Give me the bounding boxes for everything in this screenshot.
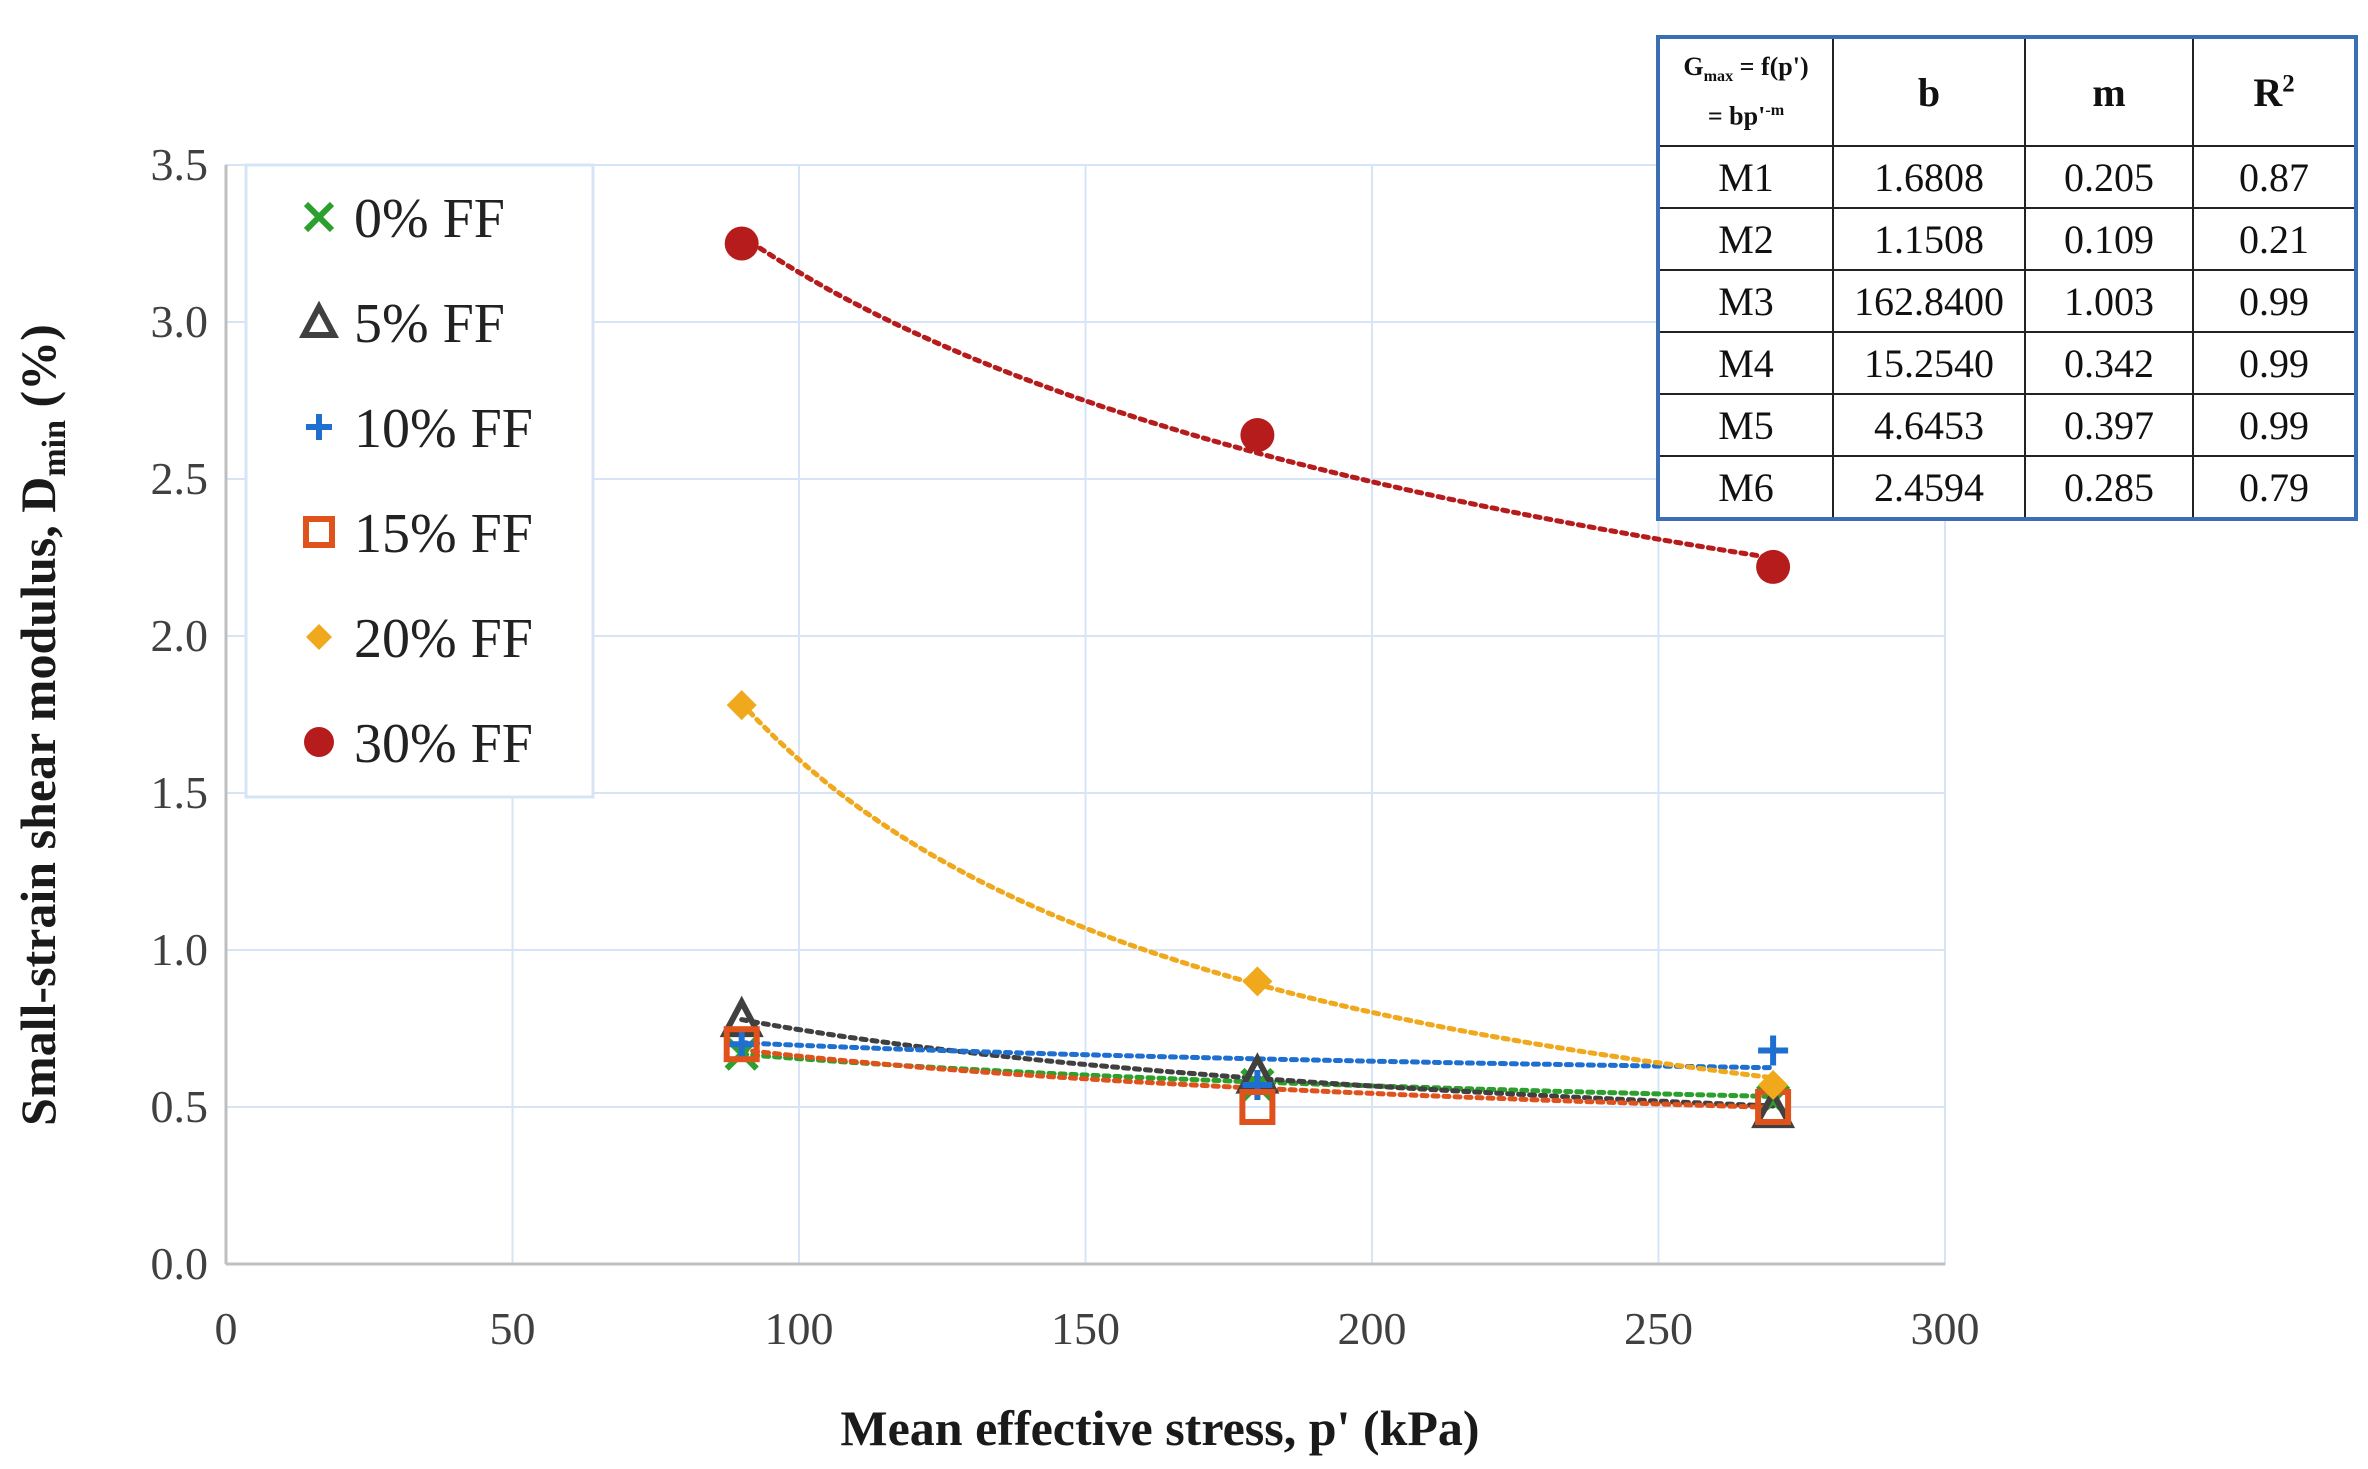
model-cell: M6 <box>1657 455 1834 520</box>
m-cell: 0.109 <box>2024 207 2194 271</box>
r2-cell: 0.99 <box>2192 331 2357 395</box>
m-cell: 0.285 <box>2024 455 2194 520</box>
data-point-10-ff <box>726 1029 757 1060</box>
x-tick-label: 300 <box>1911 1303 1980 1354</box>
fit-equation-header: Gmax = f(p') = bp'-m <box>1657 36 1834 147</box>
x-tick-label: 250 <box>1624 1303 1693 1354</box>
r2-cell: 0.99 <box>2192 269 2357 333</box>
legend-marker-15-ff <box>303 516 335 548</box>
data-point-30-ff <box>724 226 759 261</box>
table-row: M2 1.1508 0.109 0.21 <box>1657 207 2357 271</box>
m-column-header: m <box>2024 36 2194 147</box>
x-tick-label: 150 <box>1051 1303 1120 1354</box>
legend-label: 0% FF <box>354 188 505 250</box>
y-axis-title-subscript: min <box>36 420 73 477</box>
r2-column-header: R2 <box>2192 36 2357 147</box>
table-row: M6 2.4594 0.285 0.79 <box>1657 455 2357 520</box>
r2-cell: 0.21 <box>2192 207 2357 271</box>
table-row: M3 162.8400 1.003 0.99 <box>1657 269 2357 333</box>
y-tick-label: 3.0 <box>151 296 209 347</box>
model-cell: M1 <box>1657 145 1834 209</box>
legend-label: 15% FF <box>354 503 533 565</box>
legend-marker-5-ff <box>298 300 340 338</box>
b-cell: 1.1508 <box>1832 207 2026 271</box>
data-point-30-ff <box>1240 418 1275 453</box>
r2-label: R <box>2253 69 2283 115</box>
b-cell: 162.8400 <box>1832 269 2026 333</box>
b-cell: 2.4594 <box>1832 455 2026 520</box>
y-tick-label: 2.5 <box>151 453 209 504</box>
m-cell: 0.397 <box>2024 393 2194 457</box>
b-cell: 15.2540 <box>1832 331 2026 395</box>
y-tick-label: 2.0 <box>151 610 209 661</box>
model-cell: M4 <box>1657 331 1834 395</box>
legend-marker-30-ff <box>304 727 334 757</box>
data-point-10-ff <box>1242 1070 1273 1101</box>
model-cell: M5 <box>1657 393 1834 457</box>
eqn-g-label: G <box>1683 52 1704 82</box>
r2-cell: 0.79 <box>2192 455 2357 520</box>
data-point-5-ff <box>1751 1086 1796 1129</box>
data-point-20-ff <box>726 690 757 721</box>
fit-table-header-row: Gmax = f(p') = bp'-m b m R2 <box>1657 36 2357 147</box>
eqn-power-label: = bp' <box>1707 101 1766 131</box>
trendline-30-ff <box>739 233 1776 561</box>
y-tick-label: 3.5 <box>151 139 209 190</box>
y-axis-title: Small-strain shear modulus, Dmin (%) <box>10 324 73 1126</box>
legend-label: 5% FF <box>354 293 505 355</box>
legend-label: 10% FF <box>354 398 533 460</box>
r2-cell: 0.87 <box>2192 145 2357 209</box>
data-points <box>719 226 1796 1129</box>
x-tick-label: 50 <box>490 1303 536 1354</box>
y-tick-label: 1.5 <box>151 767 209 818</box>
tick-labels: 0.0 0.5 1.0 1.5 2.0 2.5 3.0 3.5 0 50 100 150 200 250 3… <box>151 139 1980 1354</box>
b-cell: 4.6453 <box>1832 393 2026 457</box>
legend-box <box>244 163 595 799</box>
y-axis-title-unit: (%) <box>10 324 66 420</box>
b-cell: 1.6808 <box>1832 145 2026 209</box>
legend: 0% FF 5% FF 10% FF 15% FF 20% FF 30% FF <box>244 163 595 799</box>
legend-marker-20-ff <box>306 624 332 650</box>
y-tick-label: 0.5 <box>151 1081 209 1132</box>
data-point-20-ff <box>1758 1070 1789 1101</box>
eqn-function-label: = f(p') <box>1733 52 1809 82</box>
fit-parameter-table: Gmax = f(p') = bp'-m b m R2 M1 1.6808 0.20… <box>1656 35 2358 521</box>
trendline-20-ff <box>739 701 1776 1081</box>
x-tick-label: 100 <box>765 1303 834 1354</box>
x-axis-title: Mean effective stress, p' (kPa) <box>840 1400 1479 1456</box>
table-row: M5 4.6453 0.397 0.99 <box>1657 393 2357 457</box>
model-cell: M3 <box>1657 269 1834 333</box>
data-point-15-ff <box>723 1026 760 1063</box>
y-tick-label: 0.0 <box>151 1238 209 1289</box>
data-point-15-ff <box>1239 1089 1276 1125</box>
model-cell: M2 <box>1657 207 1834 271</box>
x-tick-label: 0 <box>215 1303 238 1354</box>
table-row: M1 1.6808 0.205 0.87 <box>1657 145 2357 209</box>
r2-superscript: 2 <box>2282 70 2295 98</box>
legend-marker-10-ff <box>306 414 332 440</box>
axes <box>224 165 1945 1266</box>
y-tick-label: 1.0 <box>151 924 209 975</box>
data-point-10-ff <box>1758 1035 1789 1066</box>
legend-label: 30% FF <box>354 713 533 775</box>
legend-marker-0-ff <box>303 201 335 233</box>
eqn-power-exponent: -m <box>1765 102 1785 120</box>
eqn-g-subscript: max <box>1703 68 1734 86</box>
data-point-20-ff <box>1242 966 1273 997</box>
legend-label: 20% FF <box>354 608 533 670</box>
m-cell: 1.003 <box>2024 269 2194 333</box>
m-cell: 0.205 <box>2024 145 2194 209</box>
y-axis-title-main: Small-strain shear modulus, D <box>10 477 66 1126</box>
b-column-header: b <box>1832 36 2026 147</box>
r2-cell: 0.99 <box>2192 393 2357 457</box>
table-row: M4 15.2540 0.342 0.99 <box>1657 331 2357 395</box>
data-point-30-ff <box>1756 549 1791 584</box>
m-cell: 0.342 <box>2024 331 2194 395</box>
x-tick-label: 200 <box>1338 1303 1407 1354</box>
